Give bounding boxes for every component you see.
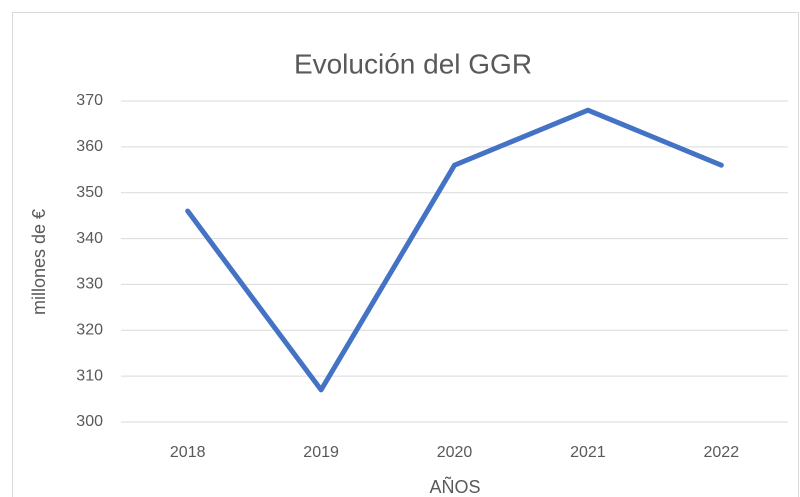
line	[185, 107, 724, 393]
chart-border	[12, 12, 799, 497]
x-tick-label: 2020	[437, 444, 473, 461]
x-tick-label: 2019	[303, 444, 339, 461]
x-tick-label: 2021	[570, 444, 606, 461]
x-axis-label: AÑOS	[429, 476, 480, 497]
y-tick-label: 360	[76, 138, 103, 155]
x-tick-label: 2018	[170, 444, 206, 461]
y-tick-label: 320	[76, 322, 103, 339]
y-axis-label: millones de €	[29, 209, 49, 315]
y-tick-label: 330	[76, 276, 103, 293]
chart-title: Evolución del GGR	[294, 48, 532, 79]
y-tick-label: 350	[76, 184, 103, 201]
x-tick-label: 2022	[704, 444, 740, 461]
y-tick-label: 310	[76, 367, 103, 384]
y-tick-label: 300	[76, 413, 103, 430]
y-tick-label: 340	[76, 230, 103, 247]
y-tick-label: 370	[76, 92, 103, 109]
